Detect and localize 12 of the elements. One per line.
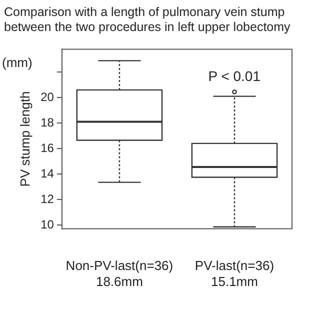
y-tick-label: 16 [40, 140, 54, 155]
y-tick-label: 10 [40, 217, 54, 232]
y-tick-label: 20 [40, 90, 54, 104]
text: (mm) [2, 54, 32, 70]
x-tick-label: Non-PV-last(n=36) 18.6mm [66, 258, 174, 289]
annotation: P < 0.01 [208, 68, 261, 84]
x-tick-label: PV-last(n=36) 15.1mm [194, 258, 274, 289]
y-tick-label: 12 [40, 192, 54, 206]
y-tick-label: 14 [40, 166, 54, 180]
y-axis-title: PV stump length [17, 91, 32, 187]
chart-title: Comparison with a length of pulmonary vein stump between the two procedures in left upper lobectomy [3, 4, 292, 36]
y-tick-label: 18 [40, 115, 54, 130]
